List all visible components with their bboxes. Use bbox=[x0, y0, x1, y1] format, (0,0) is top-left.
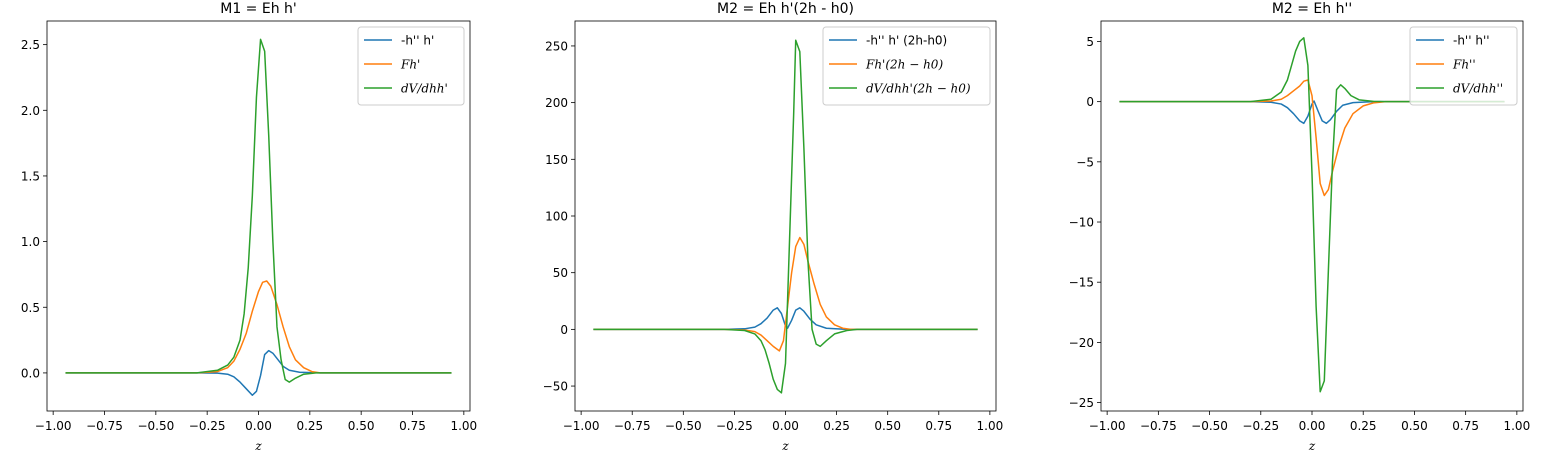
x-tick-label: −0.75 bbox=[614, 419, 651, 433]
series-line-2 bbox=[593, 236, 978, 352]
series-line-2 bbox=[65, 280, 452, 374]
legend: -h'' h'' Fh'' dV/dhh'' bbox=[1409, 26, 1518, 106]
legend: -h'' h' Fh' dV/dhh' bbox=[357, 26, 465, 106]
y-tick-label: 0.5 bbox=[21, 301, 40, 315]
x-tick-label: 1.00 bbox=[1503, 419, 1530, 433]
series-line-3 bbox=[593, 39, 978, 394]
y-tick-label: 0 bbox=[1086, 95, 1094, 109]
subplot-1: −1.00 −0.75 −0.50 −0.25 0.00 0.25 0.50 0.75 1.00… bbox=[21, 1, 477, 450]
series-line-1 bbox=[65, 349, 452, 396]
x-axis-label: z bbox=[254, 439, 262, 450]
y-tick-label: 1.5 bbox=[21, 169, 40, 183]
x-tick-label: 1.00 bbox=[977, 419, 1004, 433]
x-tick-label: −0.50 bbox=[137, 419, 174, 433]
x-tick-label: 0.75 bbox=[925, 419, 952, 433]
legend-label: -h'' h' bbox=[401, 34, 434, 48]
chart-title: M2 = Eh h'' bbox=[1272, 1, 1352, 17]
y-tick-label: 2.5 bbox=[21, 38, 40, 52]
y-tick-label: −50 bbox=[543, 380, 568, 394]
x-tick-label: −0.75 bbox=[86, 419, 123, 433]
x-tick-label: 0.50 bbox=[348, 419, 375, 433]
x-tick-label: −1.00 bbox=[563, 419, 600, 433]
y-tick-label: 5 bbox=[1086, 35, 1094, 49]
x-tick-label: 0.50 bbox=[874, 419, 901, 433]
legend-frame bbox=[357, 26, 465, 106]
chart-title: M1 = Eh h' bbox=[220, 1, 297, 17]
legend-label: -h'' h'' bbox=[1453, 34, 1490, 48]
x-tick-label: 1.00 bbox=[450, 419, 477, 433]
y-tick-label: −5 bbox=[1076, 155, 1094, 169]
x-tick-label: 0.25 bbox=[823, 419, 850, 433]
y-tick-label: 2.0 bbox=[21, 104, 40, 118]
series-line-2 bbox=[1119, 79, 1505, 197]
x-tick-label: −1.00 bbox=[1089, 419, 1126, 433]
x-tick-label: −0.50 bbox=[665, 419, 702, 433]
x-tick-label: 0.75 bbox=[399, 419, 426, 433]
y-tick-label: −25 bbox=[1069, 396, 1094, 410]
chart-title: M2 = Eh h'(2h - h0) bbox=[717, 1, 854, 17]
x-tick-label: 0.00 bbox=[772, 419, 799, 433]
legend-frame bbox=[822, 26, 991, 106]
y-tick-label: 250 bbox=[545, 39, 568, 53]
y-tick-label: 0.0 bbox=[21, 366, 40, 380]
series-line-3 bbox=[1119, 37, 1505, 393]
x-tick-label: 0.00 bbox=[245, 419, 272, 433]
x-tick-label: −1.00 bbox=[35, 419, 72, 433]
y-tick-label: −15 bbox=[1069, 276, 1094, 290]
x-axis-label: z bbox=[781, 439, 789, 450]
x-tick-label: 0.75 bbox=[1452, 419, 1479, 433]
x-axis-label: z bbox=[1308, 439, 1316, 450]
y-tick-label: 0 bbox=[560, 323, 568, 337]
x-tick-label: 0.50 bbox=[1401, 419, 1428, 433]
legend-frame bbox=[1409, 26, 1518, 106]
x-tick-label: −0.25 bbox=[189, 419, 226, 433]
y-tick-label: 50 bbox=[553, 266, 568, 280]
legend-label: dV/dhh' bbox=[401, 82, 448, 96]
legend-label: Fh'' bbox=[1452, 58, 1476, 72]
x-tick-label: 0.25 bbox=[296, 419, 323, 433]
legend: -h'' h' (2h-h0) Fh'(2h − h0) dV/dhh'(2h − … bbox=[822, 26, 991, 106]
y-tick-label: 200 bbox=[545, 96, 568, 110]
y-tick-label: 150 bbox=[545, 153, 568, 167]
legend-label: dV/dhh'(2h − h0) bbox=[866, 82, 971, 96]
x-tick-label: −0.75 bbox=[1140, 419, 1177, 433]
subplot-3: −1.00 −0.75 −0.50 −0.25 0.00 0.25 0.50 0.75 1.00… bbox=[1069, 1, 1531, 450]
x-tick-label: 0.00 bbox=[1299, 419, 1326, 433]
y-tick-label: −20 bbox=[1069, 336, 1094, 350]
y-tick-label: 1.0 bbox=[21, 235, 40, 249]
legend-label: -h'' h' (2h-h0) bbox=[866, 34, 947, 48]
legend-label: dV/dhh'' bbox=[1453, 82, 1503, 96]
x-tick-label: 0.25 bbox=[1350, 419, 1377, 433]
y-tick-label: −10 bbox=[1069, 216, 1094, 230]
y-tick-label: 100 bbox=[545, 210, 568, 224]
x-tick-label: −0.25 bbox=[1242, 419, 1279, 433]
subplot-2: −1.00 −0.75 −0.50 −0.25 0.00 0.25 0.50 0.75 1.00… bbox=[543, 1, 1004, 450]
series-line-3 bbox=[65, 38, 452, 383]
x-tick-label: −0.50 bbox=[1191, 419, 1228, 433]
legend-label: Fh' bbox=[400, 58, 420, 72]
x-tick-label: −0.25 bbox=[716, 419, 753, 433]
subplot-panels: −1.00 −0.75 −0.50 −0.25 0.00 0.25 0.50 0.75 1.00… bbox=[21, 1, 1530, 450]
legend-label: Fh'(2h − h0) bbox=[865, 58, 943, 72]
